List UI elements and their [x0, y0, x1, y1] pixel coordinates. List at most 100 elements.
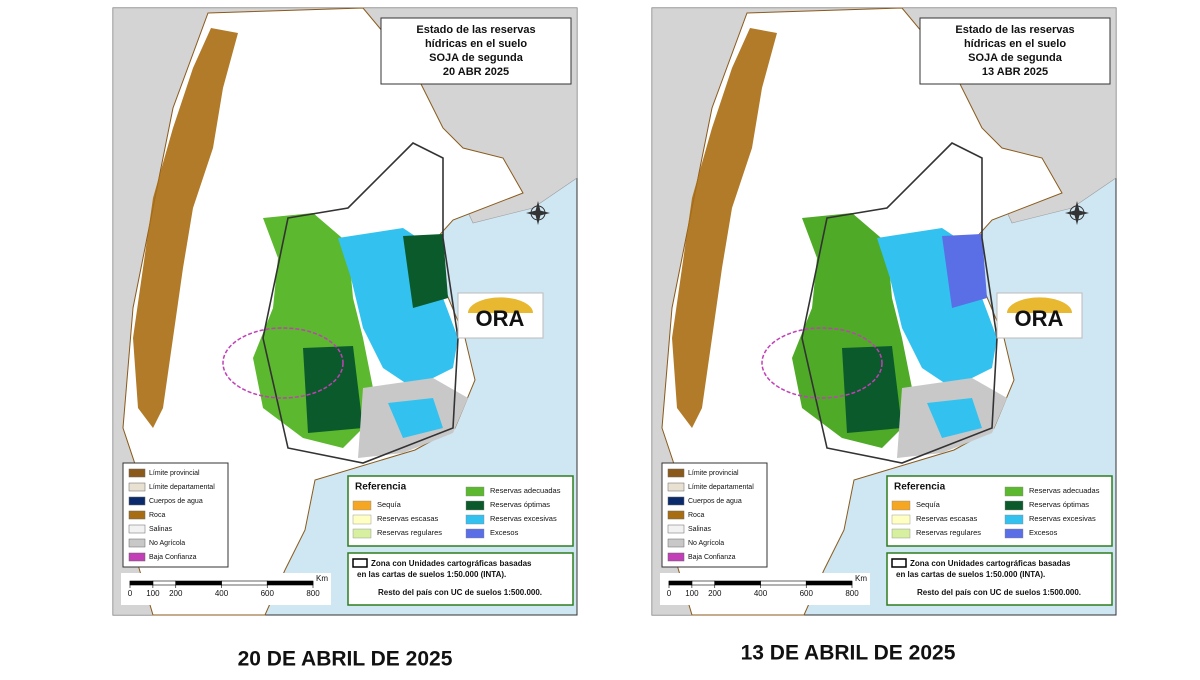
scale-label: 200 [708, 589, 722, 598]
reference-box [886, 475, 1113, 547]
legend-label: Roca [688, 512, 704, 519]
reference-label: Reservas regulares [377, 528, 442, 537]
reference-swatch [891, 528, 911, 539]
zone-note-box [347, 552, 574, 606]
reference-swatch [1004, 514, 1024, 525]
legend-label: Límite departamental [688, 484, 754, 491]
map-caption: 13 DE ABRIL DE 2025 [741, 642, 956, 665]
andes-rock [133, 28, 238, 428]
scale-segment [760, 580, 807, 586]
scale-unit: Km [316, 574, 328, 583]
zone-note-line: en las cartas de suelos 1:50.000 (INTA). [896, 570, 1045, 579]
reference-swatch [465, 514, 485, 525]
legend-label: Límite provincial [688, 470, 739, 477]
map-caption: 20 DE ABRIL DE 2025 [238, 648, 453, 671]
reference-swatch [352, 514, 372, 525]
scale-segment [266, 580, 314, 586]
map-panel: Estado de las reservas hídricas en el sue… [651, 7, 1117, 616]
scale-box [660, 573, 870, 605]
scale-label: 0 [128, 589, 133, 598]
legend-swatch [128, 538, 146, 548]
scale-segment [714, 580, 761, 586]
compass [526, 201, 550, 225]
zone-note-line: Zona con Unidades cartográficas basadas [910, 559, 1071, 568]
scale-box [121, 573, 331, 605]
title-line: hídricas en el suelo [425, 38, 527, 50]
legend-swatch [667, 552, 685, 562]
scale-segment [175, 580, 222, 586]
zone-note-rest: Resto del país con UC de suelos 1:500.00… [378, 588, 542, 597]
scale-label: 400 [754, 589, 768, 598]
logo-sun [1007, 297, 1072, 313]
map-panel: Estado de las reservas hídricas en el sue… [112, 7, 578, 616]
compass [1065, 201, 1089, 225]
reference-swatch [465, 500, 485, 511]
zone-dark [942, 234, 987, 308]
title-line: 13 ABR 2025 [982, 66, 1048, 78]
title-line: hídricas en el suelo [964, 38, 1066, 50]
scale-label: 600 [800, 589, 814, 598]
zone-note-box [886, 552, 1113, 606]
scale-label: 600 [261, 589, 275, 598]
zone-dark [303, 346, 363, 433]
title-box [919, 17, 1111, 85]
zone-note-line: Zona con Unidades cartográficas basadas [371, 559, 532, 568]
title-line: SOJA de segunda [968, 52, 1063, 64]
zone-blue [388, 398, 443, 438]
legend-label: No Agrícola [688, 540, 724, 547]
andes-rock [672, 28, 777, 428]
reference-label: Reservas adecuadas [490, 486, 561, 495]
legend-swatch [128, 468, 146, 478]
reference-swatch [891, 500, 911, 511]
reference-box [347, 475, 574, 547]
title-box [380, 17, 572, 85]
legend-label: Salinas [149, 526, 172, 533]
reference-label: Reservas óptimas [490, 500, 550, 509]
legend-swatch [128, 496, 146, 506]
scale-segment [668, 580, 693, 586]
scale-segment [691, 580, 716, 586]
title-line: Estado de las reservas [416, 24, 535, 36]
reference-label: Reservas escasas [916, 514, 978, 523]
zone-swatch [352, 558, 368, 568]
legend-label: Salinas [688, 526, 711, 533]
scale-label: 100 [146, 589, 160, 598]
low-confidence [222, 327, 344, 399]
reference-swatch [1004, 528, 1024, 539]
scale-unit: Km [855, 574, 867, 583]
logo-sun [468, 297, 533, 313]
scale-label: 0 [667, 589, 672, 598]
title-line: Estado de las reservas [955, 24, 1074, 36]
title-line: 20 ABR 2025 [443, 66, 509, 78]
reference-swatch [465, 528, 485, 539]
reference-swatch [465, 486, 485, 497]
scale-label: 400 [215, 589, 229, 598]
scale-segment [221, 580, 268, 586]
legend-swatch [667, 510, 685, 520]
legend-label: Límite departamental [149, 484, 215, 491]
scale-label: 200 [169, 589, 183, 598]
legend-swatch [128, 524, 146, 534]
legend-label: Límite provincial [149, 470, 200, 477]
reference-swatch [1004, 500, 1024, 511]
reference-title: Referencia [355, 482, 407, 493]
legend-label: Cuerpos de agua [688, 498, 742, 505]
legend-swatch [128, 552, 146, 562]
zone-blue [927, 398, 982, 438]
logo: ORA [1015, 306, 1064, 331]
reference-label: Excesos [1029, 528, 1058, 537]
zone-note-rest: Resto del país con UC de suelos 1:500.00… [917, 588, 1081, 597]
legend-swatch [667, 468, 685, 478]
legend-label: No Agrícola [149, 540, 185, 547]
scale-segment [152, 580, 177, 586]
low-confidence [761, 327, 883, 399]
zone-dark [842, 346, 902, 433]
reference-swatch [352, 528, 372, 539]
logo: ORA [476, 306, 525, 331]
legend-label: Cuerpos de agua [149, 498, 203, 505]
zone-swatch [891, 558, 907, 568]
reference-swatch [1004, 486, 1024, 497]
reference-label: Sequía [916, 500, 941, 509]
